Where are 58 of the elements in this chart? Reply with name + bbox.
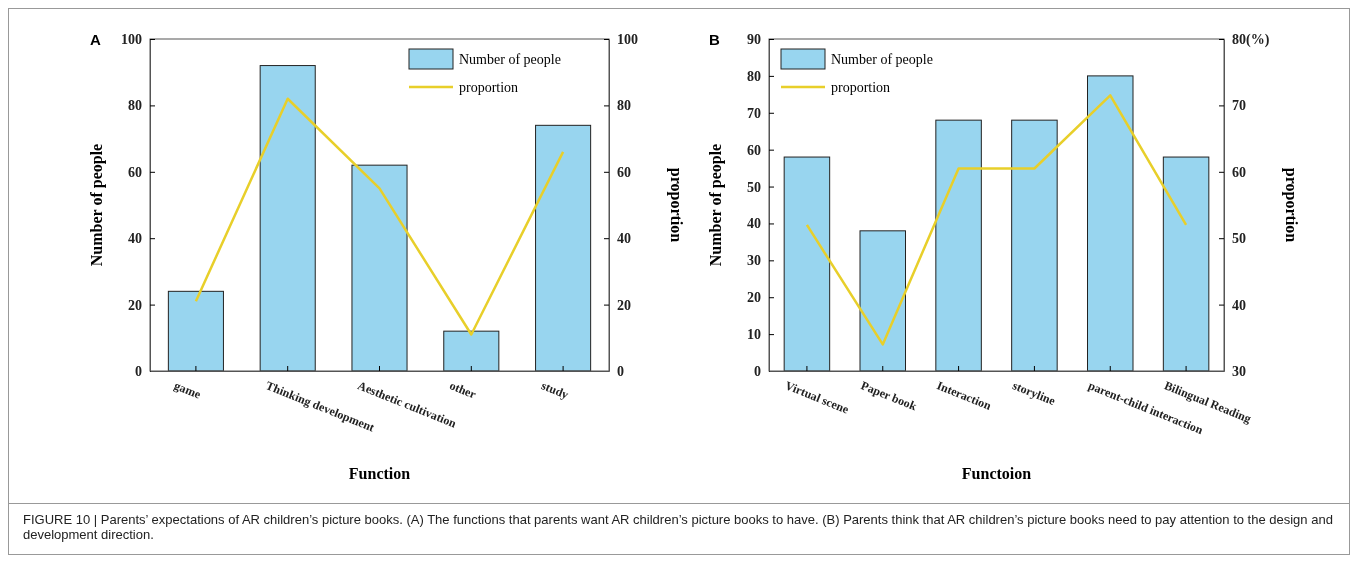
y-tick-label: 60 bbox=[747, 142, 761, 158]
y-tick-label: 100 bbox=[121, 31, 142, 47]
y-axis-title: Number of people bbox=[707, 143, 725, 267]
line-series bbox=[805, 94, 1188, 346]
bar bbox=[935, 119, 982, 372]
chart-title: B bbox=[709, 31, 720, 48]
y-tick-label: 20 bbox=[747, 290, 761, 306]
y2-tick-label: 30 bbox=[1232, 363, 1246, 379]
bar bbox=[535, 124, 592, 372]
bar bbox=[167, 290, 224, 372]
y2-axis-title: proportion bbox=[1282, 167, 1300, 243]
caption: FIGURE 10 | Parents’ expectations of AR children’s picture books. (A) The functions that parents want AR children’s picture books to have. (B) Parents think that AR children’s picture books need to pay attention to the design and development direction. bbox=[23, 512, 1334, 542]
y-tick-label: 0 bbox=[754, 363, 761, 379]
y-tick-label: 40 bbox=[128, 231, 142, 247]
y-tick-label: 0 bbox=[135, 363, 142, 379]
bar bbox=[1162, 156, 1210, 372]
x-tick-label: study bbox=[539, 378, 571, 402]
bar bbox=[1087, 75, 1134, 372]
x-tick-label: other bbox=[447, 378, 479, 402]
x-axis-title: Function bbox=[348, 465, 411, 482]
y-tick-label: 10 bbox=[747, 327, 761, 343]
line-series bbox=[194, 97, 565, 336]
x-tick-label: Paper book bbox=[858, 378, 920, 414]
y-tick-label: 80 bbox=[747, 68, 761, 84]
y2-axis-title: proportion bbox=[667, 167, 685, 243]
y2-tick-label: 80 bbox=[617, 98, 631, 114]
x-axis-title: Functoion bbox=[961, 465, 1032, 482]
y2-tick-label: 80(%) bbox=[1232, 31, 1270, 48]
y2-tick-label: 100 bbox=[617, 31, 638, 47]
bar bbox=[443, 330, 500, 372]
y-tick-label: 90 bbox=[747, 31, 761, 47]
bar bbox=[1011, 119, 1058, 372]
y-tick-label: 80 bbox=[128, 98, 142, 114]
y-axis-title: Number of people bbox=[88, 143, 106, 267]
y2-tick-label: 70 bbox=[1232, 98, 1246, 114]
chart-title: A bbox=[90, 31, 101, 48]
y2-tick-label: 0 bbox=[617, 363, 624, 379]
bar bbox=[783, 156, 831, 372]
bar bbox=[859, 230, 906, 372]
legend-label: proportion bbox=[831, 80, 891, 95]
bar bbox=[259, 65, 316, 372]
y2-tick-label: 60 bbox=[1232, 164, 1246, 180]
bar bbox=[351, 164, 408, 372]
y2-tick-label: 50 bbox=[1232, 231, 1246, 247]
y-tick-label: 70 bbox=[747, 105, 761, 121]
x-tick-label: game bbox=[172, 378, 204, 402]
legend-label: Number of people bbox=[459, 52, 561, 67]
y2-tick-label: 60 bbox=[617, 164, 631, 180]
y-tick-label: 50 bbox=[747, 179, 761, 195]
legend-label: Number of people bbox=[831, 52, 933, 67]
y2-tick-label: 40 bbox=[1232, 297, 1246, 313]
y2-tick-label: 40 bbox=[617, 231, 631, 247]
y-tick-label: 60 bbox=[128, 164, 142, 180]
y-tick-label: 20 bbox=[128, 297, 142, 313]
y-tick-label: 30 bbox=[747, 253, 761, 269]
y-tick-label: 40 bbox=[747, 216, 761, 232]
y2-tick-label: 20 bbox=[617, 297, 631, 313]
legend-label: proportion bbox=[459, 80, 519, 95]
